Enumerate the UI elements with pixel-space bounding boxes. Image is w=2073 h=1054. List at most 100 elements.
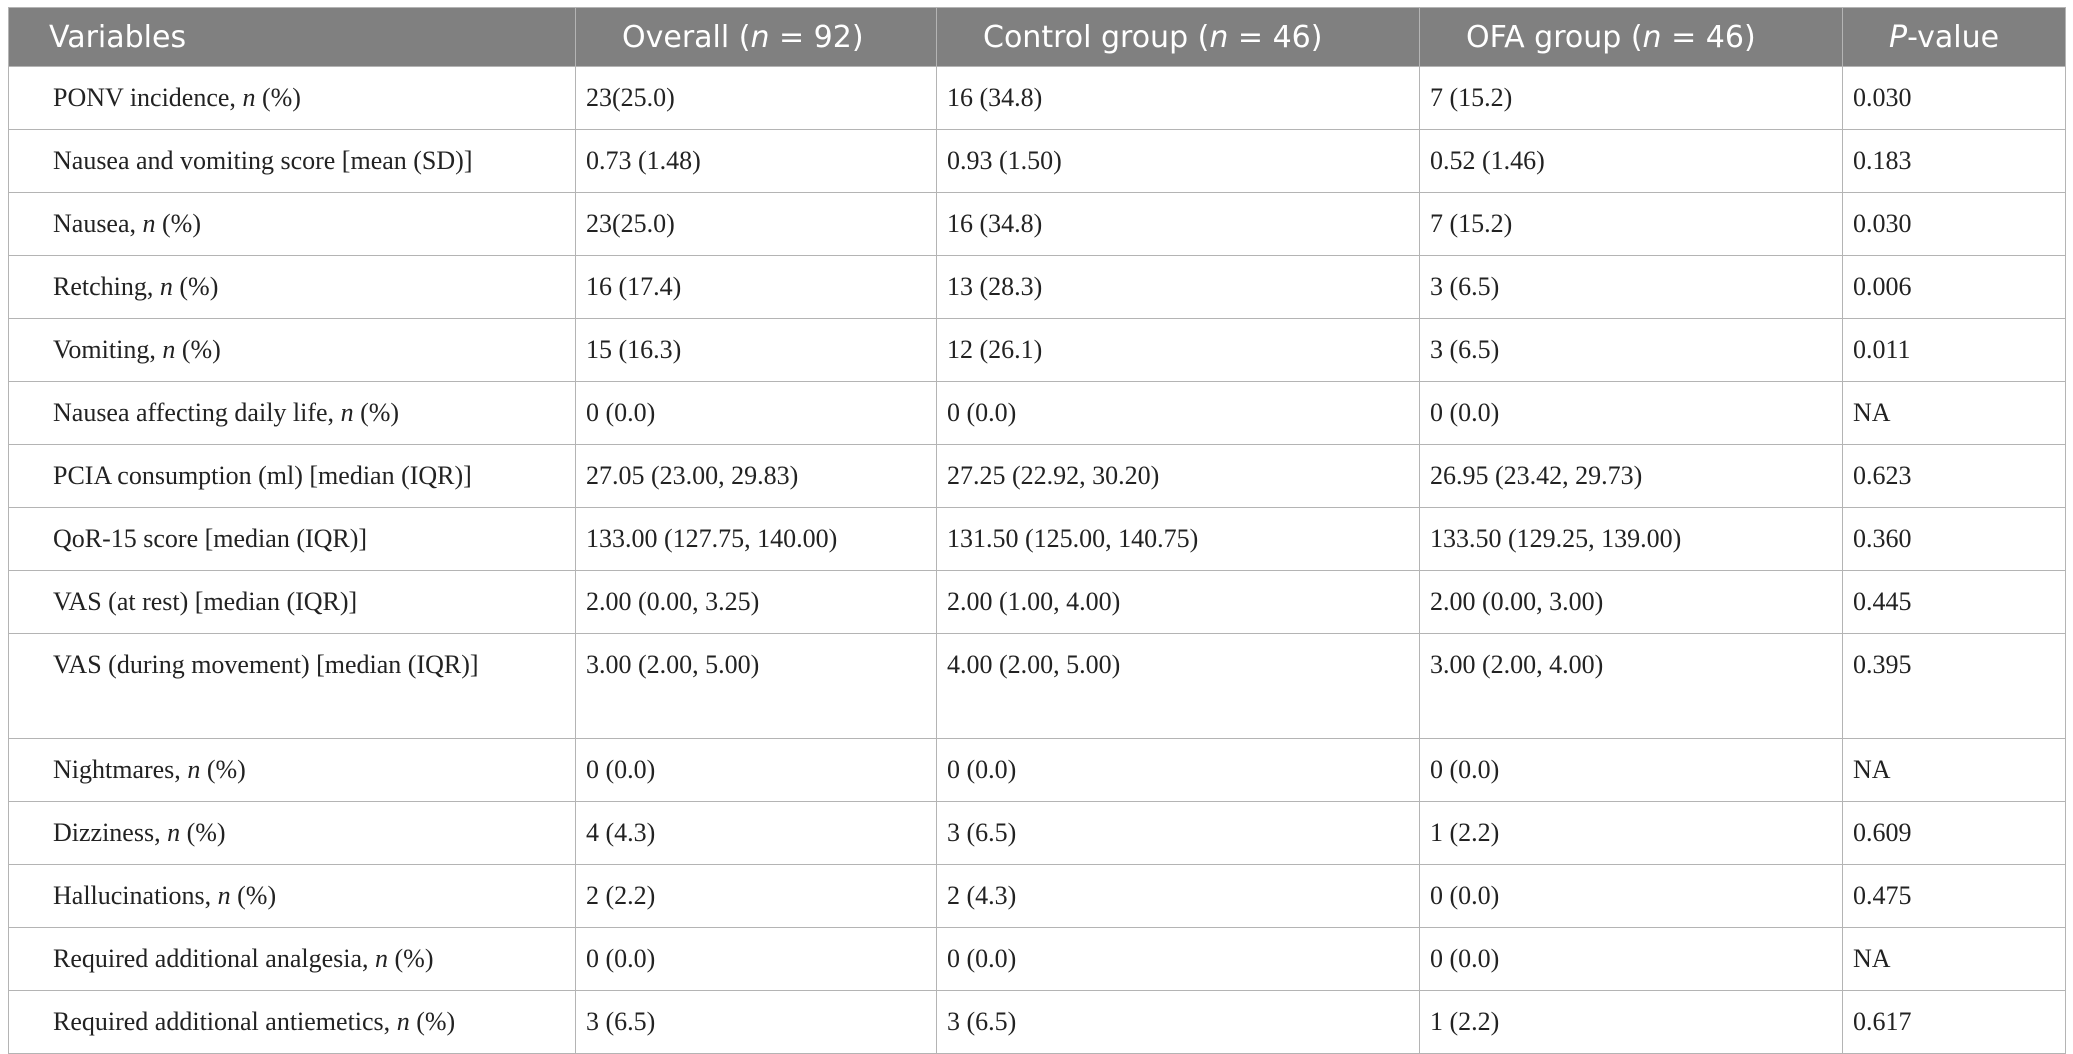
- cell-text: 1 (2.2): [1430, 1007, 1500, 1036]
- cell-text: 0.395: [1853, 650, 1912, 679]
- cell: 0 (0.0): [936, 927, 1420, 991]
- cell-text: 16 (34.8): [947, 83, 1043, 112]
- table-row: QoR-15 score [median (IQR)] 133.00 (127.7…: [8, 507, 2066, 571]
- cell: 3.00 (2.00, 5.00): [575, 633, 937, 739]
- cell: 0.395: [1842, 633, 2066, 739]
- header-cell: Variables: [8, 7, 576, 67]
- cell: NA: [1842, 381, 2066, 445]
- cell: 0 (0.0): [1419, 738, 1843, 802]
- cell: 0.183: [1842, 129, 2066, 193]
- row-label: PCIA consumption (ml) [median (IQR)]: [8, 444, 576, 508]
- cell: 0.011: [1842, 318, 2066, 382]
- table-row: Dizziness, n (%) 4 (4.3) 3 (6.5) 1 (2.2) 0.6…: [8, 801, 2066, 865]
- cell-text: 23(25.0): [586, 209, 675, 238]
- cell-text: 13 (28.3): [947, 272, 1043, 301]
- header-cell: Overall (n = 92): [575, 7, 937, 67]
- cell-text: 1 (2.2): [1430, 818, 1500, 847]
- header-cell: Control group (n = 46): [936, 7, 1420, 67]
- cell: 2.00 (1.00, 4.00): [936, 570, 1420, 634]
- cell: 0 (0.0): [575, 381, 937, 445]
- cell-text: Nausea affecting daily life, n (%): [53, 398, 400, 427]
- cell-text: 2 (4.3): [947, 881, 1017, 910]
- table-row: Required additional antiemetics, n (%) 3 …: [8, 990, 2066, 1054]
- cell-text: 27.25 (22.92, 30.20): [947, 461, 1160, 490]
- cell-text: 3.00 (2.00, 4.00): [1430, 650, 1604, 679]
- cell-text: 0.030: [1853, 209, 1912, 238]
- cell-text: 0 (0.0): [1430, 881, 1500, 910]
- cell: 13 (28.3): [936, 255, 1420, 319]
- cell: 0.93 (1.50): [936, 129, 1420, 193]
- cell-text: 7 (15.2): [1430, 83, 1513, 112]
- cell-text: 2 (2.2): [586, 881, 656, 910]
- cell: 26.95 (23.42, 29.73): [1419, 444, 1843, 508]
- row-label: Required additional analgesia, n (%): [8, 927, 576, 991]
- row-label: Required additional antiemetics, n (%): [8, 990, 576, 1054]
- cell: NA: [1842, 738, 2066, 802]
- cell-text: Dizziness, n (%): [53, 818, 226, 847]
- cell-text: 3 (6.5): [947, 1007, 1017, 1036]
- cell: 3 (6.5): [936, 801, 1420, 865]
- cell-text: 26.95 (23.42, 29.73): [1430, 461, 1643, 490]
- cell-text: 16 (17.4): [586, 272, 682, 301]
- row-label: Hallucinations, n (%): [8, 864, 576, 928]
- cell-text: 133.50 (129.25, 139.00): [1430, 524, 1682, 553]
- cell-text: 3 (6.5): [1430, 335, 1500, 364]
- cell-text: 133.00 (127.75, 140.00): [586, 524, 838, 553]
- cell-text: 0 (0.0): [586, 398, 656, 427]
- cell-text: 0 (0.0): [586, 944, 656, 973]
- row-label: Nausea, n (%): [8, 192, 576, 256]
- cell-text: Required additional analgesia, n (%): [53, 944, 434, 973]
- table-row: Nightmares, n (%) 0 (0.0) 0 (0.0) 0 (0.0) NA: [8, 738, 2066, 802]
- row-label: Nightmares, n (%): [8, 738, 576, 802]
- cell: 0 (0.0): [1419, 927, 1843, 991]
- results-table: Variables Overall (n = 92) Control group (…: [8, 7, 2066, 1054]
- cell: 27.25 (22.92, 30.20): [936, 444, 1420, 508]
- cell: 0.006: [1842, 255, 2066, 319]
- cell-text: Nightmares, n (%): [53, 755, 246, 784]
- cell: 0 (0.0): [575, 927, 937, 991]
- cell-text: 3.00 (2.00, 5.00): [586, 650, 760, 679]
- cell-text: 4.00 (2.00, 5.00): [947, 650, 1121, 679]
- cell-text: 0 (0.0): [586, 755, 656, 784]
- row-label: Nausea and vomiting score [mean (SD)]: [8, 129, 576, 193]
- header-cell: P-value: [1842, 7, 2066, 67]
- cell-text: Nausea and vomiting score [mean (SD)]: [53, 146, 473, 175]
- table-row: Hallucinations, n (%) 2 (2.2) 2 (4.3) 0 (0.…: [8, 864, 2066, 928]
- cell-text: 0.93 (1.50): [947, 146, 1062, 175]
- cell-text: 0.475: [1853, 881, 1912, 910]
- cell: 12 (26.1): [936, 318, 1420, 382]
- cell-text: 0 (0.0): [1430, 944, 1500, 973]
- row-label: PONV incidence, n (%): [8, 66, 576, 130]
- cell: 0 (0.0): [1419, 381, 1843, 445]
- cell-text: Required additional antiemetics, n (%): [53, 1007, 456, 1036]
- cell-text: 0.360: [1853, 524, 1912, 553]
- row-label: Dizziness, n (%): [8, 801, 576, 865]
- cell-text: NA: [1853, 398, 1891, 427]
- cell: 0.030: [1842, 66, 2066, 130]
- cell: 0.360: [1842, 507, 2066, 571]
- cell: 3 (6.5): [1419, 318, 1843, 382]
- cell-text: 23(25.0): [586, 83, 675, 112]
- cell: 2 (4.3): [936, 864, 1420, 928]
- cell-text: VAS (during movement) [median (IQR)]: [53, 650, 479, 679]
- cell-text: NA: [1853, 755, 1891, 784]
- cell: 0.623: [1842, 444, 2066, 508]
- cell-text: 0 (0.0): [947, 398, 1017, 427]
- cell: 1 (2.2): [1419, 801, 1843, 865]
- cell-text: 0 (0.0): [1430, 755, 1500, 784]
- table-row: PCIA consumption (ml) [median (IQR)] 27.0…: [8, 444, 2066, 508]
- cell: 0.445: [1842, 570, 2066, 634]
- cell: 0 (0.0): [936, 738, 1420, 802]
- cell: 0.617: [1842, 990, 2066, 1054]
- cell-text: 4 (4.3): [586, 818, 656, 847]
- cell-text: 12 (26.1): [947, 335, 1043, 364]
- cell: 3 (6.5): [575, 990, 937, 1054]
- cell: 0 (0.0): [1419, 864, 1843, 928]
- cell-text: Vomiting, n (%): [53, 335, 221, 364]
- table-row: Retching, n (%) 16 (17.4) 13 (28.3) 3 (6.5)…: [8, 255, 2066, 319]
- cell: 2 (2.2): [575, 864, 937, 928]
- cell-text: 0.030: [1853, 83, 1912, 112]
- cell-text: 3 (6.5): [1430, 272, 1500, 301]
- table-row: Vomiting, n (%) 15 (16.3) 12 (26.1) 3 (6.5)…: [8, 318, 2066, 382]
